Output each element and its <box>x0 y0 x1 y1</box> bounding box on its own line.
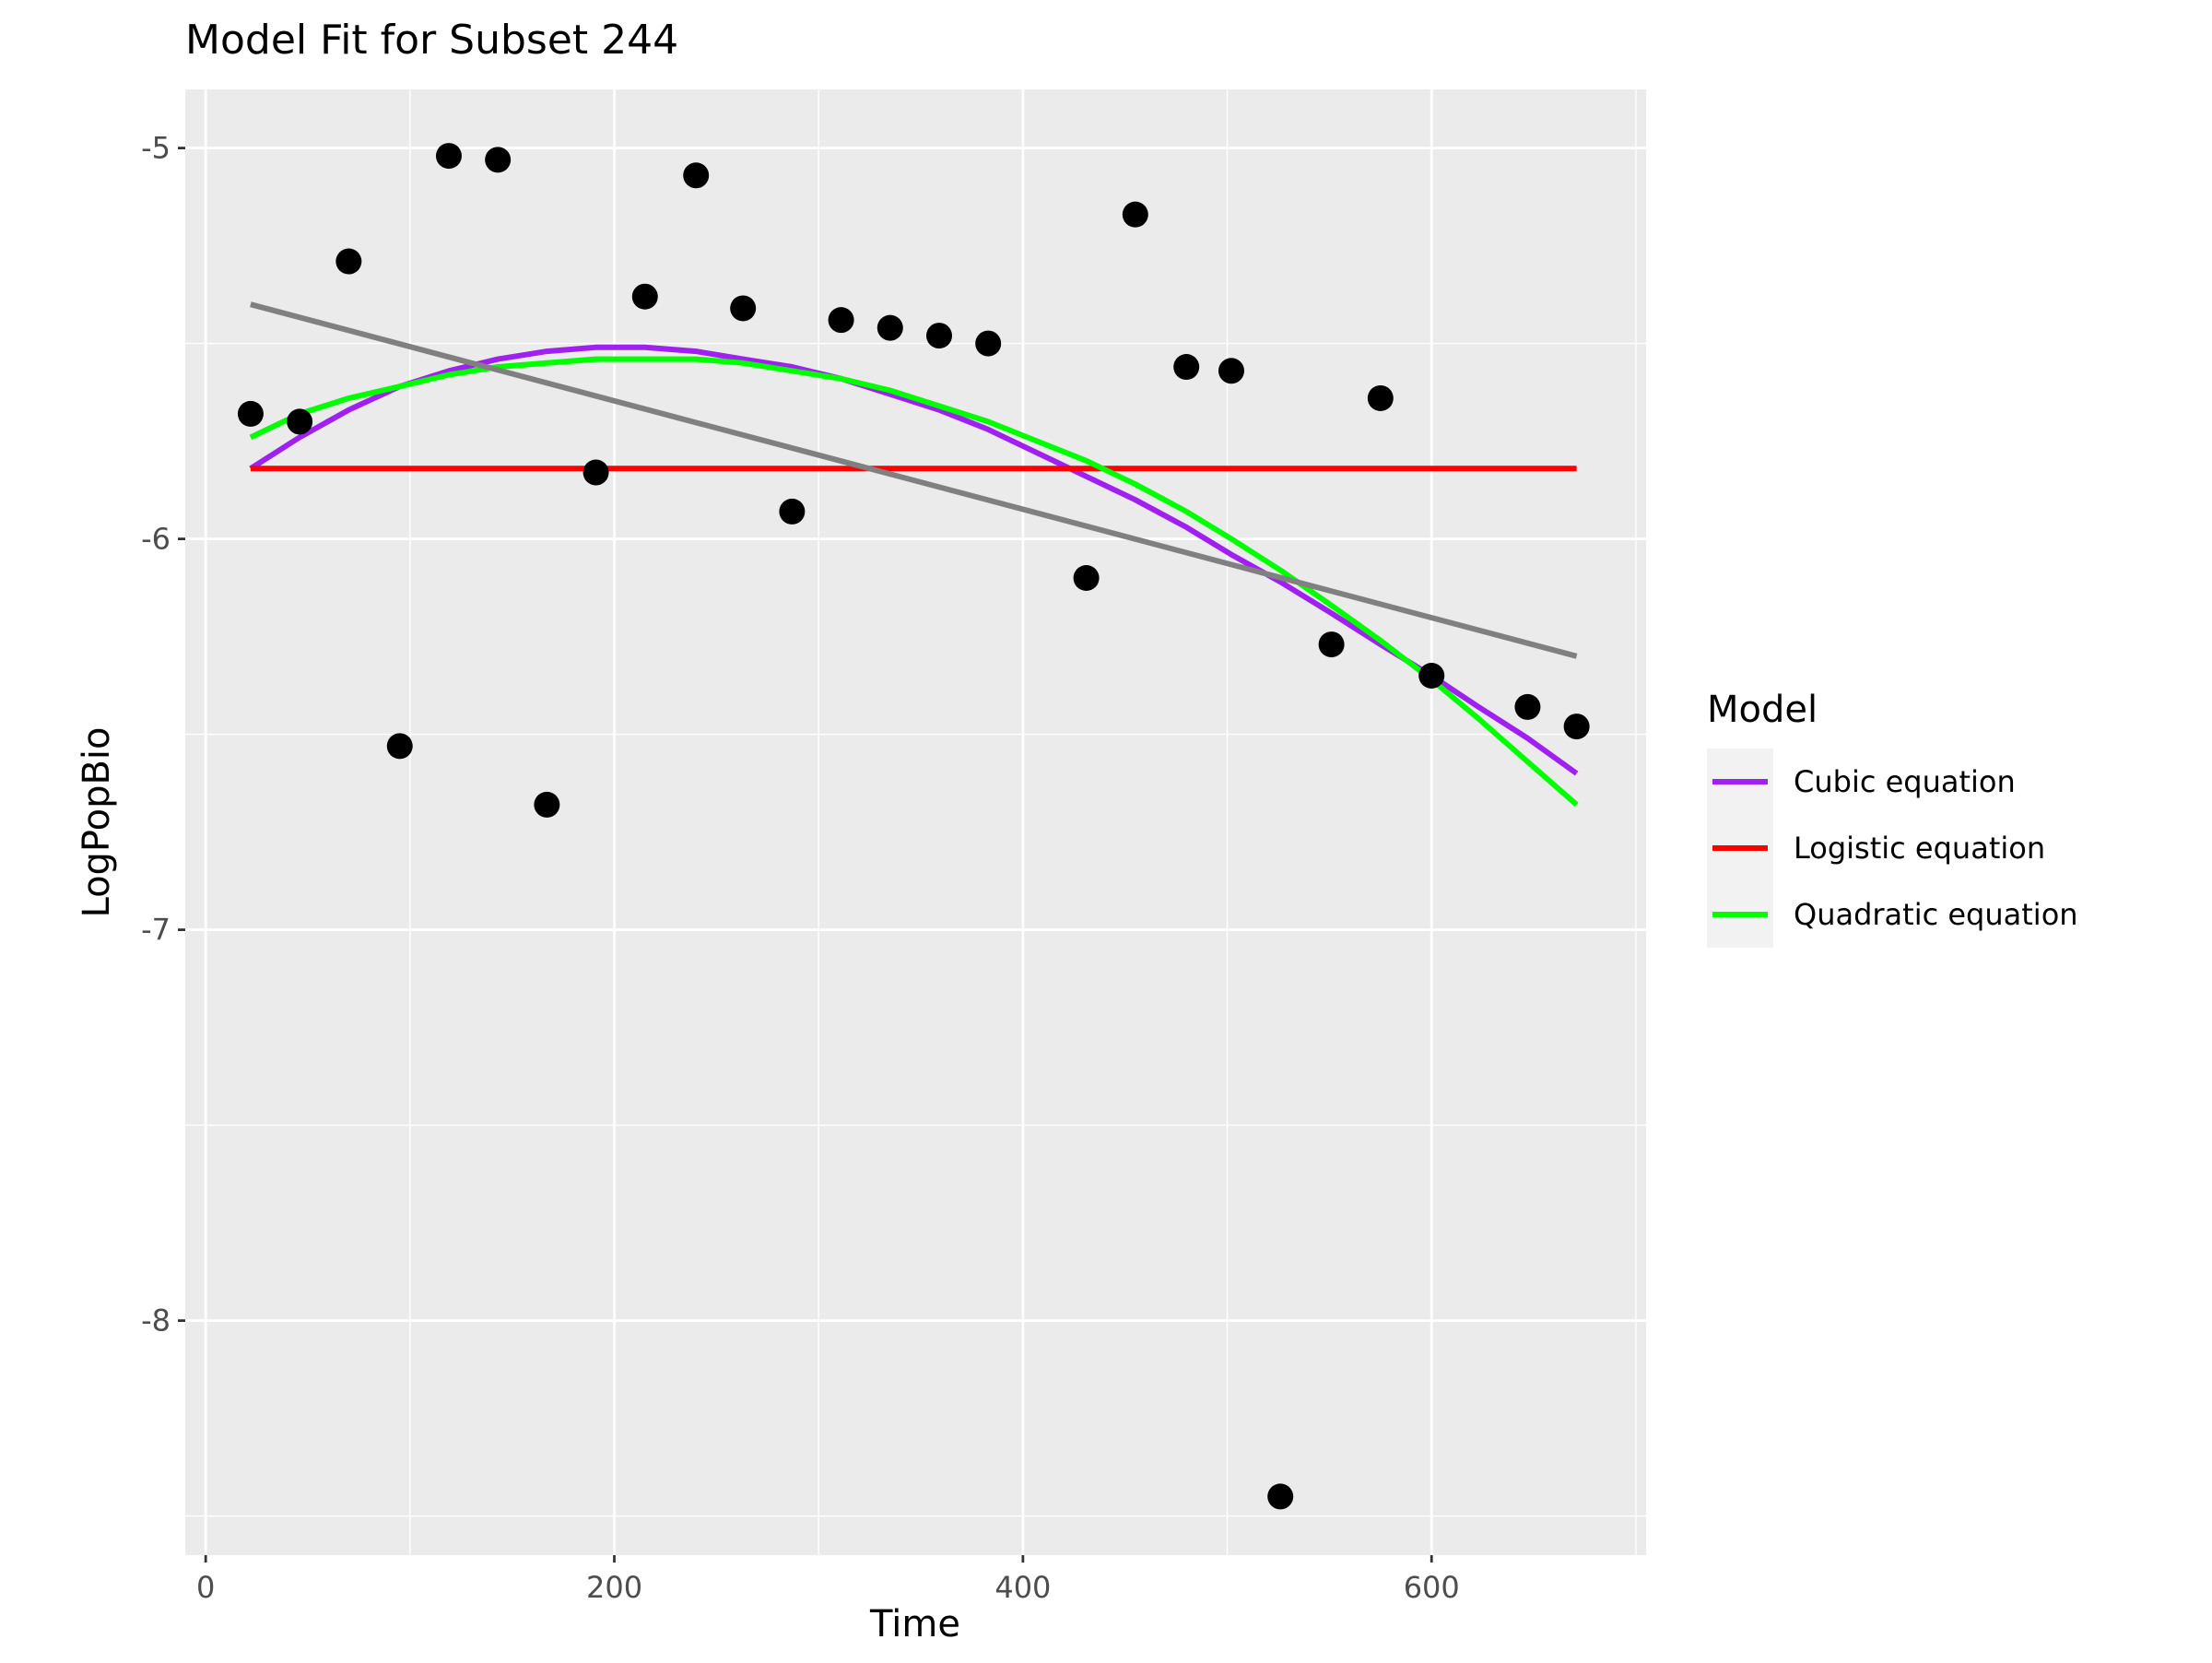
data-point <box>1267 1483 1294 1510</box>
data-point <box>1367 384 1394 411</box>
data-point <box>683 162 710 189</box>
x-tick-label: 600 <box>1404 1570 1460 1605</box>
data-point <box>631 283 658 310</box>
series-line-quadratic-equation <box>249 356 1579 808</box>
major-gridlines <box>185 89 1646 1555</box>
y-tick-label: -7 <box>141 913 171 948</box>
data-point <box>435 143 462 170</box>
data-point <box>1318 631 1345 658</box>
x-tick-label: 0 <box>196 1570 215 1605</box>
data-point <box>287 408 313 435</box>
legend-items: Cubic equation Logistic equation Quadratic… <box>1712 764 2078 932</box>
data-point <box>534 791 560 818</box>
x-axis: 0 200 400 600 <box>196 1555 1460 1605</box>
data-point <box>1073 565 1100 591</box>
data-point <box>1563 714 1590 740</box>
data-point <box>237 400 264 427</box>
legend-label-logistic-equation: Logistic equation <box>1794 831 2045 866</box>
data-point <box>877 314 903 341</box>
data-points <box>237 143 1590 1510</box>
x-tick-label: 400 <box>994 1570 1051 1605</box>
y-axis: -5 -6 -7 -8 <box>141 131 185 1339</box>
plot-panel <box>185 89 1646 1555</box>
legend-title: Model <box>1707 689 1818 731</box>
data-point <box>1418 663 1445 689</box>
legend-label-cubic-equation: Cubic equation <box>1794 764 2016 799</box>
data-point <box>582 459 609 486</box>
legend: Model Cubic equation Logistic equation Qua… <box>1707 689 2078 948</box>
y-tick-label: -5 <box>141 131 171 166</box>
data-point <box>779 498 806 525</box>
data-point <box>485 147 512 173</box>
data-point <box>730 295 757 322</box>
y-axis-label: LogPopBio <box>76 726 118 917</box>
linear-fit-line <box>250 301 1578 659</box>
data-point <box>1218 358 1244 384</box>
data-point <box>925 323 952 349</box>
minor-gridlines <box>185 89 1646 1555</box>
y-tick-label: -6 <box>141 522 171 557</box>
data-point <box>335 248 362 275</box>
data-point <box>828 307 854 334</box>
fit-lines <box>249 301 1579 808</box>
x-axis-label: Time <box>869 1603 960 1645</box>
chart-title: Model Fit for Subset 244 <box>185 17 678 64</box>
data-point <box>1122 201 1148 228</box>
data-point <box>1514 693 1541 720</box>
data-point <box>386 733 413 760</box>
data-point <box>1173 354 1200 381</box>
legend-label-quadratic-equation: Quadratic equation <box>1794 897 2078 932</box>
data-point <box>975 330 1002 357</box>
x-tick-label: 200 <box>586 1570 642 1605</box>
y-tick-label: -8 <box>141 1303 171 1339</box>
